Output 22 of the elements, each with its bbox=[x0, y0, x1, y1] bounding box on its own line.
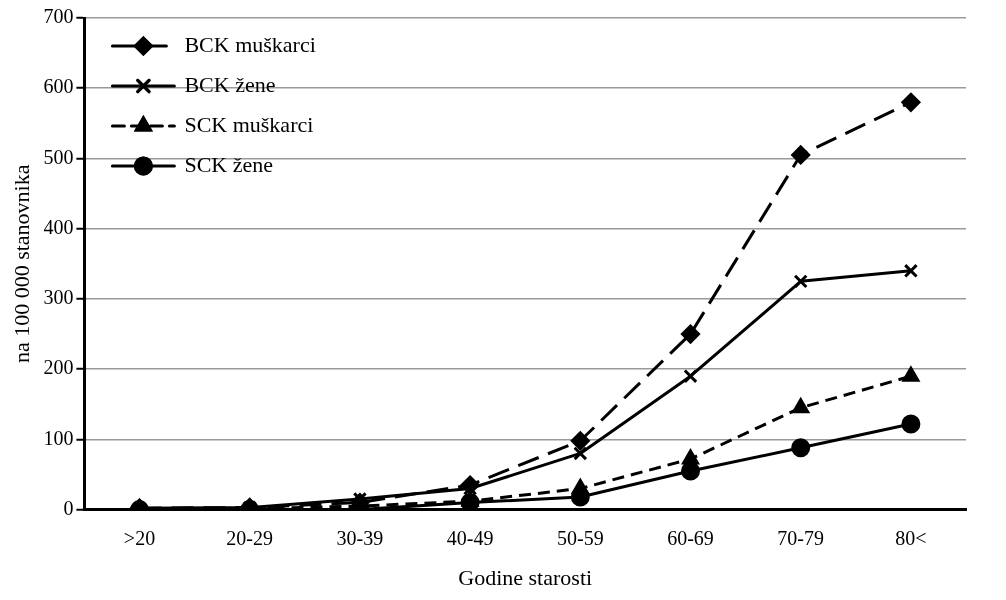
y-tick-label: 300 bbox=[43, 286, 74, 309]
x-tick-label: >20 bbox=[123, 526, 156, 549]
x-tick-label: 70-79 bbox=[777, 526, 825, 549]
legend-label: SCK žene bbox=[184, 151, 273, 177]
y-tick-label: 600 bbox=[43, 75, 74, 98]
x-tick-label: 30-39 bbox=[336, 526, 384, 549]
y-tick-label: 100 bbox=[43, 426, 74, 449]
y-tick-label: 700 bbox=[43, 5, 74, 28]
x-tick-label: 60-69 bbox=[667, 526, 714, 549]
y-tick-label: 200 bbox=[43, 356, 74, 379]
x-tick-label: 50-59 bbox=[556, 526, 604, 549]
y-tick-label: 400 bbox=[43, 215, 74, 238]
y-tick-label: 0 bbox=[63, 496, 74, 519]
legend-label: BCK žene bbox=[184, 71, 276, 97]
x-tick-label: 80< bbox=[895, 526, 927, 549]
y-axis-title: na 100 000 stanovnika bbox=[8, 164, 34, 364]
x-axis-title: Godine starosti bbox=[458, 564, 593, 590]
legend-label: BCK muškarci bbox=[184, 31, 316, 57]
x-tick-label: 20-29 bbox=[226, 526, 274, 549]
x-tick-label: 40-49 bbox=[446, 526, 494, 549]
y-tick-label: 500 bbox=[43, 145, 74, 168]
legend-label: SCK muškarci bbox=[184, 111, 314, 137]
